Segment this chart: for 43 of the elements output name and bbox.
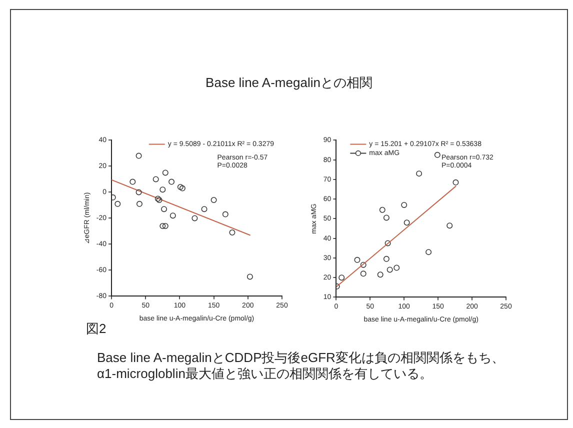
point <box>394 264 400 271</box>
point <box>383 256 390 262</box>
point <box>160 186 166 193</box>
point <box>360 262 366 268</box>
chart-title: Base line A-megalinとの相関 <box>206 74 372 92</box>
point <box>434 152 440 158</box>
point <box>136 152 142 159</box>
point <box>201 206 208 212</box>
point <box>177 184 184 190</box>
point <box>136 200 142 207</box>
point <box>161 206 168 212</box>
point <box>162 170 168 176</box>
point <box>354 256 360 263</box>
point <box>136 189 142 196</box>
point <box>170 212 176 219</box>
point <box>426 249 432 256</box>
point <box>229 230 236 236</box>
point <box>386 266 393 273</box>
point <box>416 170 422 177</box>
point <box>384 240 391 246</box>
point <box>179 185 186 192</box>
point <box>192 215 198 222</box>
point <box>338 274 345 281</box>
point <box>168 178 175 185</box>
point <box>246 274 253 280</box>
caption: 図2 <box>86 321 106 338</box>
point <box>162 223 168 229</box>
point <box>130 178 136 185</box>
point <box>160 223 166 229</box>
text: α1-microgloblin最大値と強い正の相関関係を有している。 <box>97 366 432 382</box>
point <box>152 176 159 182</box>
point <box>383 214 390 221</box>
point <box>401 202 408 208</box>
point <box>379 206 386 213</box>
point <box>360 270 366 277</box>
point <box>210 197 217 203</box>
point <box>222 211 228 218</box>
point <box>446 222 453 229</box>
point <box>377 272 384 278</box>
point <box>404 220 410 226</box>
point <box>114 200 121 207</box>
text: Base line A-megalinとCDDP投与後eGFR変化は負の相関関係をもち、 <box>97 350 504 366</box>
point <box>452 179 459 186</box>
